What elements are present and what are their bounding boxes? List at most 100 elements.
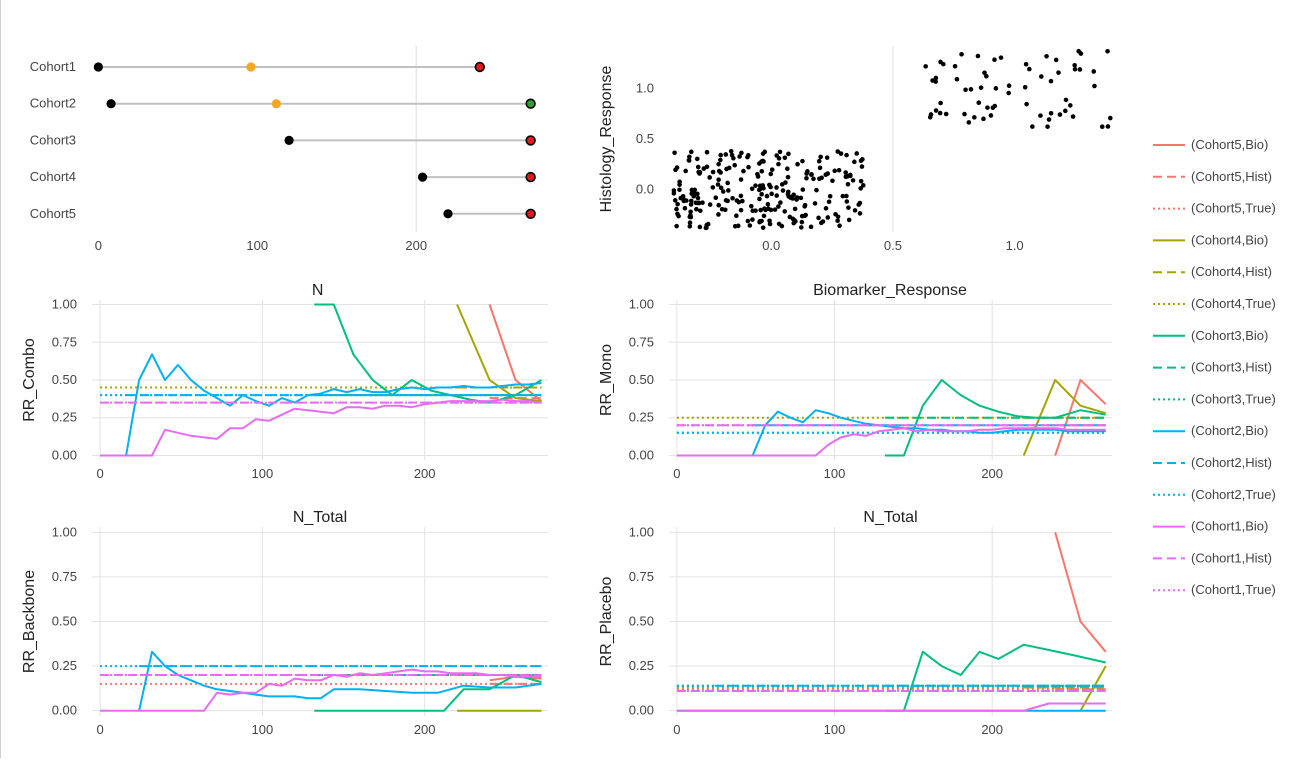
scatter-point (857, 211, 863, 216)
y-tick-label: 0.0 (636, 182, 654, 197)
x-tick-label: 0 (95, 238, 102, 253)
scatter-point (786, 151, 791, 157)
scatter-point (803, 212, 808, 218)
scatter-point (823, 206, 829, 211)
scatter-point (982, 70, 987, 76)
scatter-point (791, 220, 797, 226)
scatter-point (817, 165, 823, 171)
scatter-point (776, 221, 782, 227)
scatter-point (697, 224, 703, 230)
scatter-point (1057, 112, 1063, 117)
scatter-point (825, 215, 831, 220)
legend-label: (Cohort3,True) (1191, 391, 1276, 406)
y-tick-label: 0.25 (629, 410, 654, 425)
scatter-point (1024, 101, 1029, 107)
scatter-point (799, 225, 804, 230)
series-cohort1-bio (676, 427, 1106, 457)
scatter-point (776, 204, 781, 209)
y-tick-label: 1.00 (629, 524, 654, 539)
scatter-point (804, 175, 809, 181)
scatter-point (780, 188, 786, 193)
scatter-point (738, 207, 744, 213)
scatter-point (963, 87, 968, 93)
x-tick-label: 100 (246, 238, 268, 253)
scatter-point (1006, 83, 1012, 89)
scatter-point (757, 183, 763, 189)
scatter-point (695, 191, 700, 197)
y-axis-title: Histology_Response (598, 66, 615, 213)
scatter-point (785, 189, 791, 195)
start-point (417, 172, 428, 182)
series-cohort2-bio (138, 650, 542, 711)
end-point (525, 208, 536, 220)
scatter-point (767, 218, 772, 224)
x-tick-label: 200 (414, 722, 436, 737)
scatter-point (802, 202, 808, 208)
x-tick-label: 200 (414, 466, 436, 481)
scatter-point (1067, 103, 1073, 108)
scatter-point (1044, 53, 1049, 59)
scatter-point (812, 201, 818, 206)
rr-mono-panel: 0.00 0.25 0.50 0.75 1.00 0 100 200 N_Total RR_Mon… (598, 297, 1112, 526)
scatter-point (837, 223, 842, 229)
mid-point (246, 62, 256, 72)
scatter-point (734, 213, 739, 219)
scatter-point (937, 110, 943, 116)
scatter-point (725, 180, 730, 186)
scatter-point (672, 198, 678, 203)
scatter-point (756, 187, 762, 193)
scatter-point (716, 177, 721, 183)
y-tick-label: Cohort1 (30, 59, 76, 74)
scatter-point (1108, 115, 1113, 121)
scatter-point (774, 193, 780, 198)
x-tick-label: 200 (981, 722, 1003, 737)
scatter-point (720, 189, 726, 194)
scatter-point (694, 156, 700, 162)
series-cohort4-bio (456, 304, 542, 403)
scatter-point (678, 195, 684, 201)
scatter-point (674, 223, 679, 229)
series-cohort5-bio (488, 304, 543, 402)
scatter-point (732, 162, 737, 168)
scatter-point (1030, 124, 1035, 129)
y-tick-label: 0.50 (52, 372, 77, 387)
scatter-point (954, 76, 960, 82)
scatter-point (1056, 70, 1061, 75)
scatter-point (826, 199, 832, 205)
series-group (100, 303, 543, 457)
scatter-point (852, 208, 858, 213)
scatter-point (707, 175, 712, 180)
scatter-point (1048, 110, 1054, 116)
scatter-point (671, 191, 677, 196)
scatter-point (689, 191, 694, 196)
scatter-point (769, 191, 774, 197)
y-tick-label: 0.5 (636, 131, 654, 146)
scatter-point (745, 154, 750, 160)
scatter-point (753, 183, 758, 188)
scatter-point (858, 178, 864, 184)
series-group (100, 650, 542, 712)
y-tick-label: 0.00 (52, 703, 77, 718)
scatter-point (840, 193, 846, 199)
x-axis-title: N_Total (863, 509, 917, 526)
scatter-point (687, 220, 693, 226)
scatter-point (1027, 66, 1032, 72)
scatter-point (836, 167, 842, 173)
scatter-point (761, 159, 766, 164)
scatter-point (718, 157, 723, 163)
series-cohort1-bio (676, 702, 1106, 712)
scatter-point (764, 193, 770, 199)
scatter-point (696, 200, 702, 206)
legend-item: (Cohort4,Hist) (1153, 264, 1272, 279)
scatter-point (738, 193, 744, 199)
scatter-point (844, 152, 849, 158)
series-group (676, 532, 1107, 712)
scatter-point (725, 198, 730, 204)
legend-item: (Cohort4,Bio) (1153, 232, 1268, 247)
scatter-point (777, 149, 783, 155)
legend-item: (Cohort2,Bio) (1153, 423, 1268, 438)
x-tick-label: 100 (824, 466, 846, 481)
scatter-point (820, 219, 826, 224)
scatter-point (1046, 117, 1052, 122)
scatter-point (984, 74, 989, 79)
